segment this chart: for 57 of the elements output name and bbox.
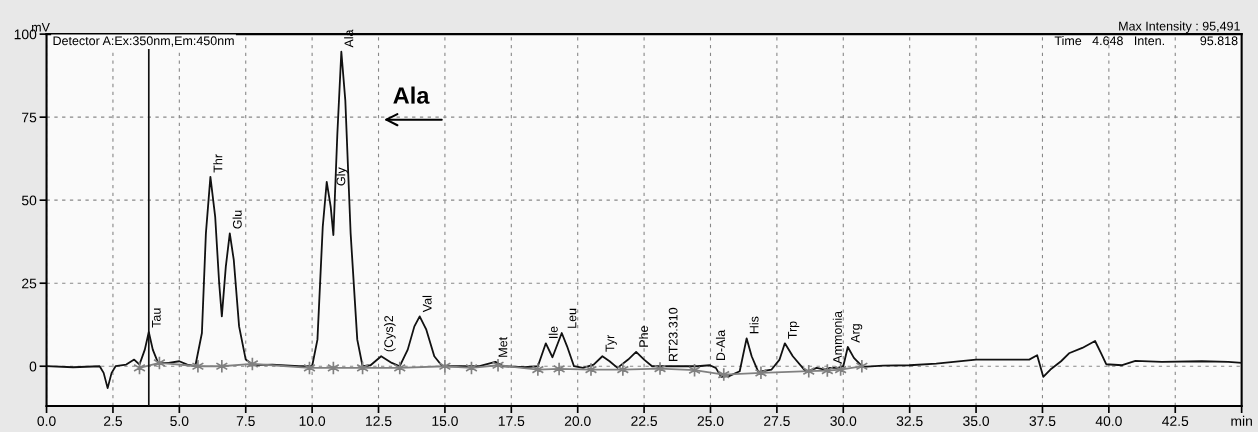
point [191,359,205,374]
y-tick-label: 25 [22,278,37,289]
point [215,359,229,374]
y-tick-label: 50 [21,195,37,206]
annotation: Val [422,295,432,313]
annotation: Ammonia [832,310,842,364]
y-tick-label: 0 [29,361,37,372]
annotation: RT23.310 [668,307,678,362]
x-tick-label: 42.5 [1162,416,1189,426]
annotation: Trp [788,321,800,339]
x-tick-label: 7.5 [236,416,255,426]
annotation: D-Ala [715,329,726,361]
point [584,362,598,377]
annotation: Detector A:Ex:350nm,Em:450nm [53,36,234,47]
x-tick-label: 35.0 [963,416,990,426]
annotation: Tyr [605,334,617,352]
annotation: Gly [336,167,348,186]
x-tick-label: 15.0 [432,416,458,426]
point [802,364,816,379]
annotation: Tau [152,308,161,328]
x-tick-label: 37.5 [1029,416,1056,426]
y-tick-label: 75 [22,112,37,123]
annotation: Arg [851,324,863,343]
x-tick-label: 12.5 [366,416,392,426]
x-tick-label: 20.0 [564,416,591,426]
annotation: Time 4.648 Inten. 95.818 [1054,35,1238,46]
annotation: Ala [393,86,430,104]
point [717,367,731,382]
point [616,362,630,377]
point [438,359,452,374]
x-tick-label: 17.5 [498,416,525,426]
annotation: (Cys)2 [383,315,396,352]
x-tick-label: 32.5 [896,416,923,426]
point [855,359,869,374]
point [552,361,566,376]
annotation: Met [498,337,508,357]
x-tick-label: 0.0 [37,416,56,426]
annotation: Glu [232,210,242,229]
point [754,365,768,380]
point [491,358,505,373]
x-tick-label: 5.0 [170,416,189,426]
annotation: Ile [548,326,558,338]
annotation: His [749,316,759,334]
x-tick-label: 2.5 [103,416,123,426]
x-tick-label: 25.0 [697,416,724,426]
point [531,362,545,377]
annotation: Phe [638,326,649,347]
text: Max Intensity : 95,491 [1119,21,1240,34]
x-tick-label: 22.5 [631,416,658,426]
x-tick-label: 40.0 [1095,416,1122,426]
x-tick-label: min [1231,415,1252,426]
annotation: Leu [567,308,577,328]
point [393,360,407,375]
annotation: Thr [213,154,223,173]
x-tick-label: 10.0 [299,416,326,426]
x-tick-label: 30.0 [830,416,857,426]
x-tick-label: 27.5 [764,416,790,426]
